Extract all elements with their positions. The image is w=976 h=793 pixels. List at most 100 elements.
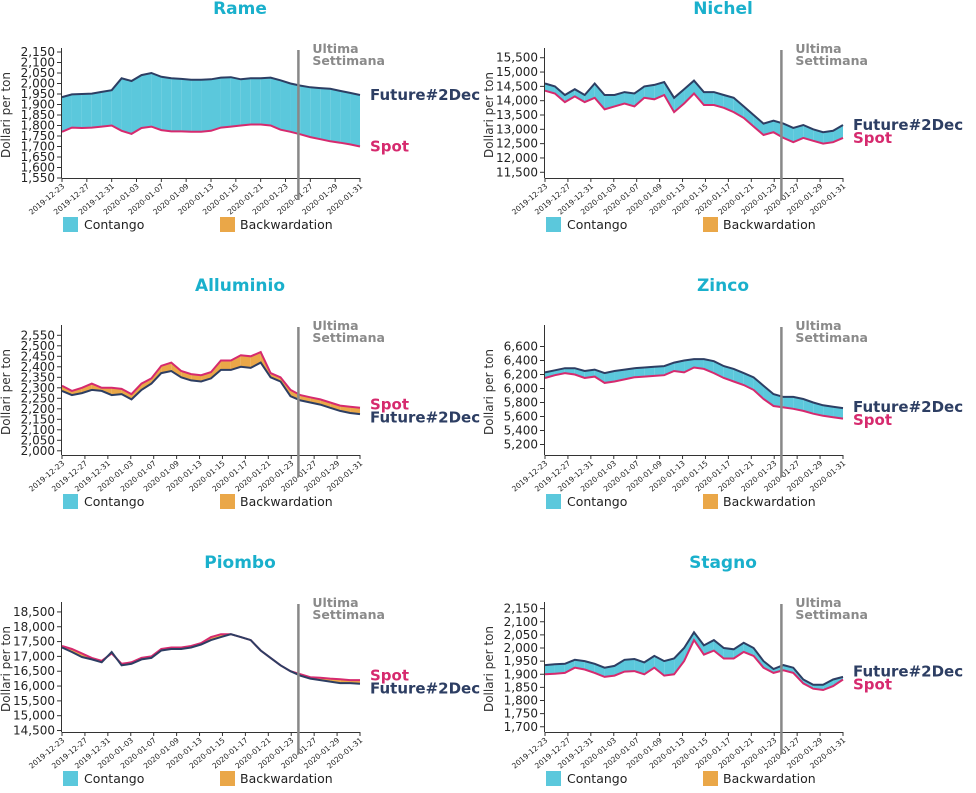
contango-band xyxy=(121,78,132,134)
legend-swatch-backwardation xyxy=(703,771,718,786)
contango-band xyxy=(554,663,565,674)
contango-band xyxy=(624,92,635,107)
backwardation-band xyxy=(350,406,360,415)
contango-band xyxy=(664,82,675,113)
contango-band xyxy=(763,120,774,136)
backwardation-band xyxy=(81,383,92,394)
y-tick-label: 1,800 xyxy=(504,694,538,708)
spot-series-label: Spot xyxy=(853,129,892,147)
contango-band xyxy=(823,130,834,144)
y-tick-label: 15,000 xyxy=(496,65,538,79)
backwardation-band xyxy=(230,355,241,370)
y-tick-label: 5,600 xyxy=(504,410,538,424)
y-tick-label: 1,700 xyxy=(21,140,55,154)
annotation-line2: Settimana xyxy=(312,53,385,68)
future-line xyxy=(544,358,844,410)
chart-title: Rame xyxy=(213,0,267,19)
y-tick-label: 16,500 xyxy=(13,664,55,678)
contango-band xyxy=(654,366,665,376)
y-tick-label: 17,500 xyxy=(13,635,55,649)
future-series-label: Future#2Dec xyxy=(370,408,480,426)
y-tick-label: 2,150 xyxy=(21,412,55,426)
contango-band xyxy=(161,76,172,132)
contango-band xyxy=(823,405,834,418)
y-tick-label: 16,000 xyxy=(13,679,55,693)
contango-band xyxy=(694,359,704,369)
legend-swatch-contango xyxy=(63,494,78,509)
y-axis-label: Dollari per ton xyxy=(0,349,13,435)
spot-line xyxy=(544,366,844,420)
y-tick-label: 2,150 xyxy=(504,602,538,616)
contango-band xyxy=(753,377,764,399)
legend-label-backwardation: Backwardation xyxy=(723,217,816,232)
backwardation-band xyxy=(320,399,331,408)
y-tick-label: 15,000 xyxy=(13,709,55,723)
contango-band xyxy=(340,90,351,145)
legend-label-backwardation: Backwardation xyxy=(723,771,816,786)
contango-band xyxy=(584,83,595,103)
y-tick-label: 14,500 xyxy=(496,79,538,93)
legend-swatch-contango xyxy=(546,494,561,509)
contango-band xyxy=(733,642,744,659)
backwardation-band xyxy=(121,388,132,400)
spot-series-label: Spot xyxy=(370,666,409,684)
spot-series-label: Spot xyxy=(370,138,409,156)
y-tick-label: 6,600 xyxy=(504,340,538,354)
legend-label-contango: Contango xyxy=(567,771,627,786)
y-tick-label: 6,000 xyxy=(504,382,538,396)
y-tick-label: 2,550 xyxy=(21,328,55,342)
backwardation-band xyxy=(211,360,221,379)
spot-line xyxy=(544,638,844,692)
contango-band xyxy=(141,73,152,129)
y-tick-label: 2,400 xyxy=(21,360,55,374)
annotation-line1: Ultima xyxy=(795,41,841,56)
legend-label-contango: Contango xyxy=(84,217,144,232)
contango-band xyxy=(300,85,311,138)
legend-label-contango: Contango xyxy=(84,494,144,509)
spot-series-label: Spot xyxy=(853,676,892,694)
annotation-line1: Ultima xyxy=(795,595,841,610)
chart-title: Piombo xyxy=(204,553,276,573)
y-axis-label: Dollari per ton xyxy=(482,626,496,712)
backwardation-band xyxy=(181,371,192,381)
contango-band xyxy=(310,87,321,140)
y-tick-label: 15,500 xyxy=(496,51,538,65)
legend-swatch-contango xyxy=(546,217,561,232)
contango-band xyxy=(674,360,685,373)
legend-swatch-contango xyxy=(63,771,78,786)
contango-band xyxy=(634,659,645,675)
spot-line xyxy=(61,123,361,148)
y-tick-label: 6,200 xyxy=(504,368,538,382)
contango-band xyxy=(813,129,824,144)
y-axis-label: Dollari per ton xyxy=(0,626,13,712)
y-tick-label: 15,500 xyxy=(13,694,55,708)
y-axis-label: Dollari per ton xyxy=(482,349,496,435)
contango-band xyxy=(674,89,685,113)
contango-band xyxy=(270,77,281,130)
y-tick-label: 2,000 xyxy=(21,444,55,458)
backwardation-band xyxy=(141,378,152,390)
contango-band xyxy=(713,92,724,108)
chart-zinco: Zinco Dollari per ton 5,2005,4005,6005,800… xyxy=(482,276,963,509)
annotation-line2: Settimana xyxy=(312,607,385,622)
contango-band xyxy=(783,396,794,409)
y-tick-label: 1,550 xyxy=(21,171,55,185)
contango-band xyxy=(813,402,824,416)
y-tick-label: 2,050 xyxy=(504,628,538,642)
annotation-line1: Ultima xyxy=(312,41,358,56)
legend-label-backwardation: Backwardation xyxy=(240,217,333,232)
contango-band xyxy=(614,92,625,107)
y-tick-label: 1,800 xyxy=(21,119,55,133)
future-series-label: Future#2Dec xyxy=(853,398,963,416)
future-line xyxy=(61,71,361,99)
contango-band xyxy=(604,665,615,677)
legend-swatch-contango xyxy=(63,217,78,232)
contango-band xyxy=(833,406,843,419)
contango-band xyxy=(574,89,585,103)
spot-line xyxy=(544,89,844,145)
legend-swatch-backwardation xyxy=(703,494,718,509)
y-tick-label: 2,500 xyxy=(21,339,55,353)
